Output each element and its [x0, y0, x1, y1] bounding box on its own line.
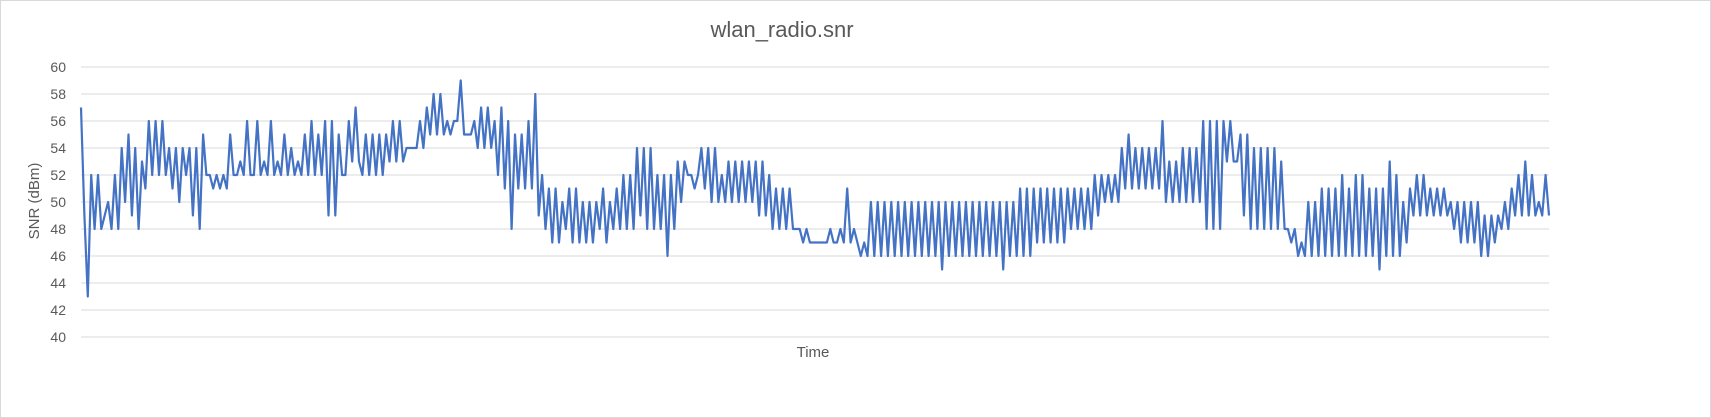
gridlines: [81, 66, 1549, 338]
y-tick-label: 56: [50, 113, 66, 129]
chart-title: wlan_radio.snr: [709, 17, 853, 42]
y-tick-label: 44: [50, 275, 66, 291]
y-axis-ticks: 40 42 44 46 48 50 52 54 56 58 60: [50, 59, 66, 345]
y-tick-label: 60: [50, 59, 66, 75]
y-axis-label: SNR (dBm): [26, 163, 43, 240]
y-tick-label: 52: [50, 167, 66, 183]
y-tick-label: 48: [50, 221, 66, 237]
x-axis-label: Time: [797, 344, 830, 361]
y-tick-label: 58: [50, 86, 66, 102]
plot-area: [79, 79, 1551, 298]
y-tick-label: 40: [50, 329, 66, 345]
y-tick-label: 42: [50, 302, 66, 318]
y-tick-label: 46: [50, 248, 66, 264]
y-tick-label: 54: [50, 140, 66, 156]
series-line-0: [79, 79, 1551, 298]
y-tick-label: 50: [50, 194, 66, 210]
